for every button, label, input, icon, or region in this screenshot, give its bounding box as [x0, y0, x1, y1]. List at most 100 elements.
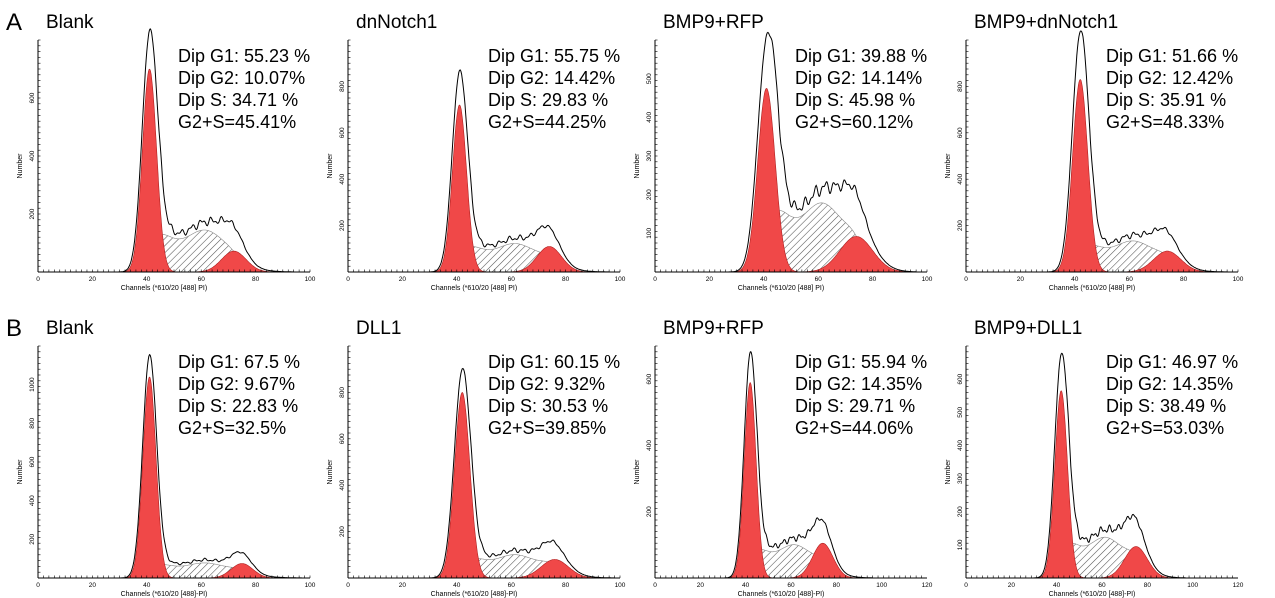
measured-histogram-line [424, 367, 615, 579]
x-tick-label: 0 [964, 276, 968, 283]
y-tick-label: 500 [646, 73, 653, 84]
panel-letter-b: B [6, 315, 22, 342]
y-tick-label: 400 [957, 440, 964, 451]
y-tick-label: 200 [957, 220, 964, 231]
x-tick-label: 60 [1098, 582, 1106, 589]
measured-histogram-line [1042, 30, 1228, 273]
y-tick-label: 800 [29, 418, 36, 429]
panel-title: BMP9+dnNotch1 [974, 12, 1118, 33]
x-tick-label: 40 [143, 582, 151, 589]
g1-peak [1049, 79, 1111, 273]
y-tick-label: 300 [646, 150, 653, 161]
x-tick-label: 60 [198, 582, 206, 589]
x-tick-label: 80 [562, 276, 570, 283]
stat-line: Dip S: 30.53 % [488, 396, 608, 416]
x-axis-title: Channels (*610/20 [488] PI) [431, 285, 517, 292]
y-tick-label: 800 [339, 387, 346, 398]
stat-line: Dip G1: 51.66 % [1106, 46, 1238, 66]
stat-line: Dip S: 29.83 % [488, 90, 608, 110]
x-tick-label: 100 [1233, 276, 1244, 283]
g1-peak [731, 88, 802, 273]
y-tick-label: 1000 [29, 377, 36, 392]
x-axis-title: Channels (*610/20 [488]-PI) [738, 591, 825, 598]
stat-line: Dip G2: 14.14% [795, 68, 922, 88]
y-tick-label: 600 [957, 127, 964, 138]
x-axis-title: Channels (*610/20 [488] PI) [1049, 285, 1135, 292]
x-tick-label: 80 [833, 582, 841, 589]
panel-title: DLL1 [356, 318, 401, 339]
x-tick-label: 100 [615, 582, 626, 589]
x-tick-label: 40 [1053, 582, 1061, 589]
x-tick-label: 80 [869, 276, 877, 283]
stat-line: G2+S=60.12% [795, 112, 913, 132]
x-tick-label: 40 [760, 276, 768, 283]
x-tick-label: 100 [615, 276, 626, 283]
measured-histogram-line [421, 69, 610, 273]
y-tick-label: 800 [957, 81, 964, 92]
y-tick-label: 500 [957, 406, 964, 417]
y-axis-title: Number [327, 153, 334, 179]
measured-histogram-line [728, 31, 917, 273]
histogram-panel: 0 20 40 60 80 100 100 200 300 400 500 Channels (*61… [634, 12, 933, 292]
y-tick-label: 200 [646, 189, 653, 200]
stat-line: Dip S: 35.91 % [1106, 90, 1226, 110]
y-tick-label: 600 [29, 456, 36, 467]
histogram-panel: 0 20 40 60 80 100 200 400 600 800 1000 Channels (*6… [17, 318, 316, 598]
x-tick-label: 0 [36, 582, 40, 589]
stat-line: Dip G1: 39.88 % [795, 46, 927, 66]
x-tick-label: 60 [787, 582, 795, 589]
g2-peak [1096, 546, 1176, 579]
x-tick-label: 40 [453, 582, 461, 589]
y-tick-label: 600 [339, 433, 346, 444]
stat-line: G2+S=53.03% [1106, 418, 1224, 438]
y-axis-title: Number [327, 459, 334, 485]
stat-line: G2+S=44.25% [488, 112, 606, 132]
y-axis-title: Number [945, 153, 952, 179]
panel-title: BMP9+RFP [663, 318, 764, 339]
stat-line: Dip G1: 55.23 % [178, 46, 310, 66]
stat-line: Dip S: 22.83 % [178, 396, 298, 416]
x-tick-label: 0 [346, 276, 350, 283]
stat-line: Dip G2: 14.35% [795, 374, 922, 394]
stat-line: Dip G2: 12.42% [1106, 68, 1233, 88]
x-tick-label: 60 [508, 582, 516, 589]
x-axis-title: Channels (*610/20 [488]-PI) [1049, 591, 1136, 598]
measured-histogram-line [111, 353, 302, 579]
x-axis-title: Channels (*610/20 [488]-PI) [121, 591, 208, 598]
x-tick-label: 40 [453, 276, 461, 283]
y-tick-label: 200 [339, 220, 346, 231]
panel-title: dnNotch1 [356, 12, 437, 33]
stat-line: Dip G1: 67.5 % [178, 352, 300, 372]
x-tick-label: 100 [876, 582, 887, 589]
x-tick-label: 100 [922, 276, 933, 283]
stat-line: Dip G1: 60.15 % [488, 352, 620, 372]
x-tick-label: 20 [399, 276, 407, 283]
g1-peak [1035, 390, 1087, 579]
y-tick-label: 200 [29, 208, 36, 219]
x-tick-label: 0 [964, 582, 968, 589]
x-tick-label: 20 [89, 276, 97, 283]
stat-line: Dip G2: 14.35% [1106, 374, 1233, 394]
x-tick-label: 40 [143, 276, 151, 283]
g2-peak [787, 542, 859, 579]
x-tick-label: 100 [305, 276, 316, 283]
measured-histogram-line [1029, 352, 1186, 579]
x-tick-label: 120 [922, 582, 933, 589]
y-tick-label: 600 [957, 373, 964, 384]
y-tick-label: 400 [957, 173, 964, 184]
x-tick-label: 100 [1187, 582, 1198, 589]
g2-peak [203, 563, 281, 579]
g2-peak [507, 559, 603, 579]
x-tick-label: 60 [815, 276, 823, 283]
y-tick-label: 300 [957, 473, 964, 484]
x-tick-label: 40 [1071, 276, 1079, 283]
x-tick-label: 20 [89, 582, 97, 589]
y-tick-label: 100 [646, 228, 653, 239]
histogram-panel: 0 20 40 60 80 100 120 200 400 600 Channels (*610/2… [634, 318, 933, 598]
y-tick-label: 200 [29, 534, 36, 545]
stat-line: G2+S=45.41% [178, 112, 296, 132]
y-tick-label: 200 [646, 506, 653, 517]
x-tick-label: 20 [1017, 276, 1025, 283]
y-tick-label: 600 [339, 127, 346, 138]
